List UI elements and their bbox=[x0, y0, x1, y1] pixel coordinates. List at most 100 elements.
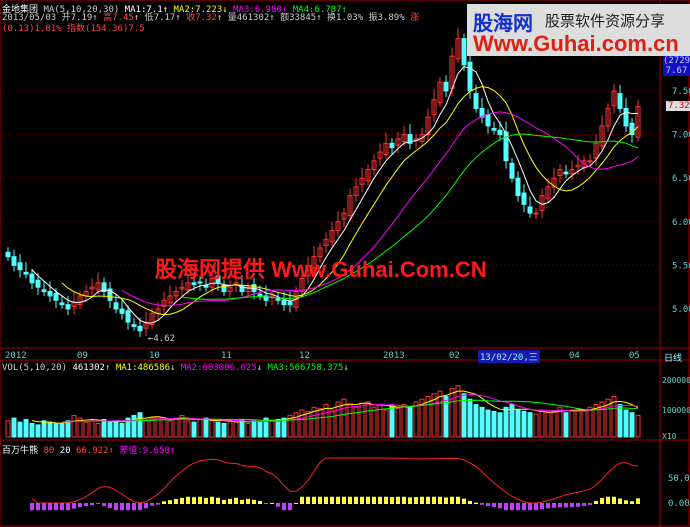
indicator-bar bbox=[594, 500, 598, 504]
volume-bar bbox=[479, 406, 485, 438]
indicator-v2: 20 bbox=[59, 446, 71, 456]
candle-down bbox=[35, 279, 41, 288]
x-tick-label: 2012 bbox=[5, 351, 27, 361]
indicator-bar bbox=[180, 497, 184, 504]
y-tick-label: 6.50 bbox=[672, 174, 690, 184]
indicator-bar bbox=[126, 503, 130, 511]
indicator-bar bbox=[360, 496, 364, 504]
indicator-bar bbox=[234, 497, 238, 504]
volume-bar bbox=[467, 398, 473, 438]
candle-up bbox=[575, 164, 581, 168]
indicator-bar bbox=[108, 503, 112, 509]
volume-bar bbox=[491, 410, 497, 438]
volume-bar bbox=[89, 420, 95, 438]
volume-bar bbox=[401, 404, 407, 438]
candle-up bbox=[173, 291, 179, 297]
indicator-bar bbox=[42, 503, 46, 511]
logo-url: Www.Guhai.com.cn bbox=[473, 31, 679, 56]
volume-bar bbox=[347, 404, 353, 438]
volume-bar bbox=[485, 409, 491, 438]
candle-up bbox=[179, 286, 185, 290]
candle-up bbox=[359, 177, 365, 185]
indicator-bar bbox=[66, 503, 70, 511]
volume-bar bbox=[59, 423, 65, 438]
indicator-bar bbox=[324, 496, 328, 504]
volume-unit-label: X10 bbox=[662, 432, 677, 441]
volume-bar bbox=[563, 412, 569, 438]
indicator-bar bbox=[270, 503, 274, 504]
indicator-bar bbox=[354, 496, 358, 504]
candle-down bbox=[629, 122, 635, 136]
volume-bar bbox=[131, 414, 137, 438]
indicator-bar bbox=[366, 496, 370, 504]
volume-bar bbox=[107, 421, 113, 438]
indicator-legend: 百万牛熊 80 20 66.922↑ 差值:9.658↑ bbox=[2, 446, 176, 456]
volume-bar bbox=[263, 417, 269, 438]
candle-down bbox=[59, 302, 65, 306]
indicator-bar bbox=[222, 499, 226, 504]
volume-bar bbox=[227, 420, 233, 438]
indicator-bar bbox=[378, 496, 382, 504]
x-tick-label: 02 bbox=[449, 351, 460, 361]
x-tick-label: 2013 bbox=[383, 351, 405, 361]
indicator-bar bbox=[342, 496, 346, 504]
candle-down bbox=[623, 107, 629, 127]
candle-down bbox=[443, 81, 449, 92]
indicator-bar bbox=[252, 499, 256, 504]
indicator-bar bbox=[36, 503, 40, 511]
volume-bar bbox=[539, 409, 545, 438]
indicator-bar bbox=[468, 500, 472, 504]
ma1-line bbox=[31, 66, 639, 324]
candle-down bbox=[407, 134, 413, 144]
candle-down bbox=[491, 127, 497, 131]
indicator-bar bbox=[294, 503, 298, 504]
volume-bar bbox=[173, 417, 179, 438]
quote-amplitude: 振3.89% bbox=[368, 13, 405, 23]
volume-bar bbox=[593, 404, 599, 438]
volume-bar bbox=[161, 418, 167, 438]
ma2-line bbox=[61, 86, 639, 316]
candle-down bbox=[203, 284, 209, 288]
volume-bar bbox=[503, 406, 509, 438]
volume-bar bbox=[143, 420, 149, 438]
candle-up bbox=[377, 151, 383, 159]
indicator-bar bbox=[414, 497, 418, 504]
indicator-bar bbox=[582, 503, 586, 506]
volume-bar bbox=[533, 413, 539, 438]
candle-up bbox=[365, 168, 371, 182]
volume-bar bbox=[635, 414, 641, 438]
indicator-bar bbox=[162, 501, 166, 504]
volume-bar bbox=[455, 385, 461, 438]
candle-down bbox=[125, 310, 131, 323]
candle-up bbox=[593, 142, 599, 159]
volume-bar bbox=[473, 404, 479, 438]
indicator-tick-label: 0.00 bbox=[668, 499, 690, 509]
candle-down bbox=[11, 256, 17, 266]
volume-bar bbox=[581, 410, 587, 438]
candle-down bbox=[137, 325, 143, 332]
price-box-top: (2729) bbox=[663, 56, 690, 66]
volume-bar bbox=[209, 420, 215, 438]
period-label[interactable]: 日线 bbox=[664, 354, 683, 364]
volume-bar bbox=[545, 412, 551, 438]
indicator-bar bbox=[240, 499, 244, 504]
candle-up bbox=[587, 160, 593, 163]
volume-bar bbox=[629, 412, 635, 438]
indicator-bar bbox=[186, 496, 190, 504]
indicator-bar bbox=[372, 496, 376, 504]
candle-up bbox=[341, 212, 347, 220]
candle-down bbox=[53, 292, 59, 301]
volume-bar bbox=[65, 420, 71, 438]
volume-bar bbox=[335, 401, 341, 438]
indicator-bar bbox=[384, 496, 388, 504]
indicator-bar bbox=[306, 496, 310, 504]
indicator-bar bbox=[540, 503, 544, 509]
volume-bar bbox=[605, 398, 611, 438]
low-marker: ←4.62 bbox=[148, 334, 176, 344]
guhai-logo: 股海网 股票软件资源分享 Www.Guhai.com.cn bbox=[467, 4, 690, 56]
candle-down bbox=[113, 302, 119, 310]
indicator-bar bbox=[426, 496, 430, 504]
quote-index: 指数(154.36)7.5 bbox=[67, 24, 145, 34]
candle-down bbox=[65, 304, 71, 310]
